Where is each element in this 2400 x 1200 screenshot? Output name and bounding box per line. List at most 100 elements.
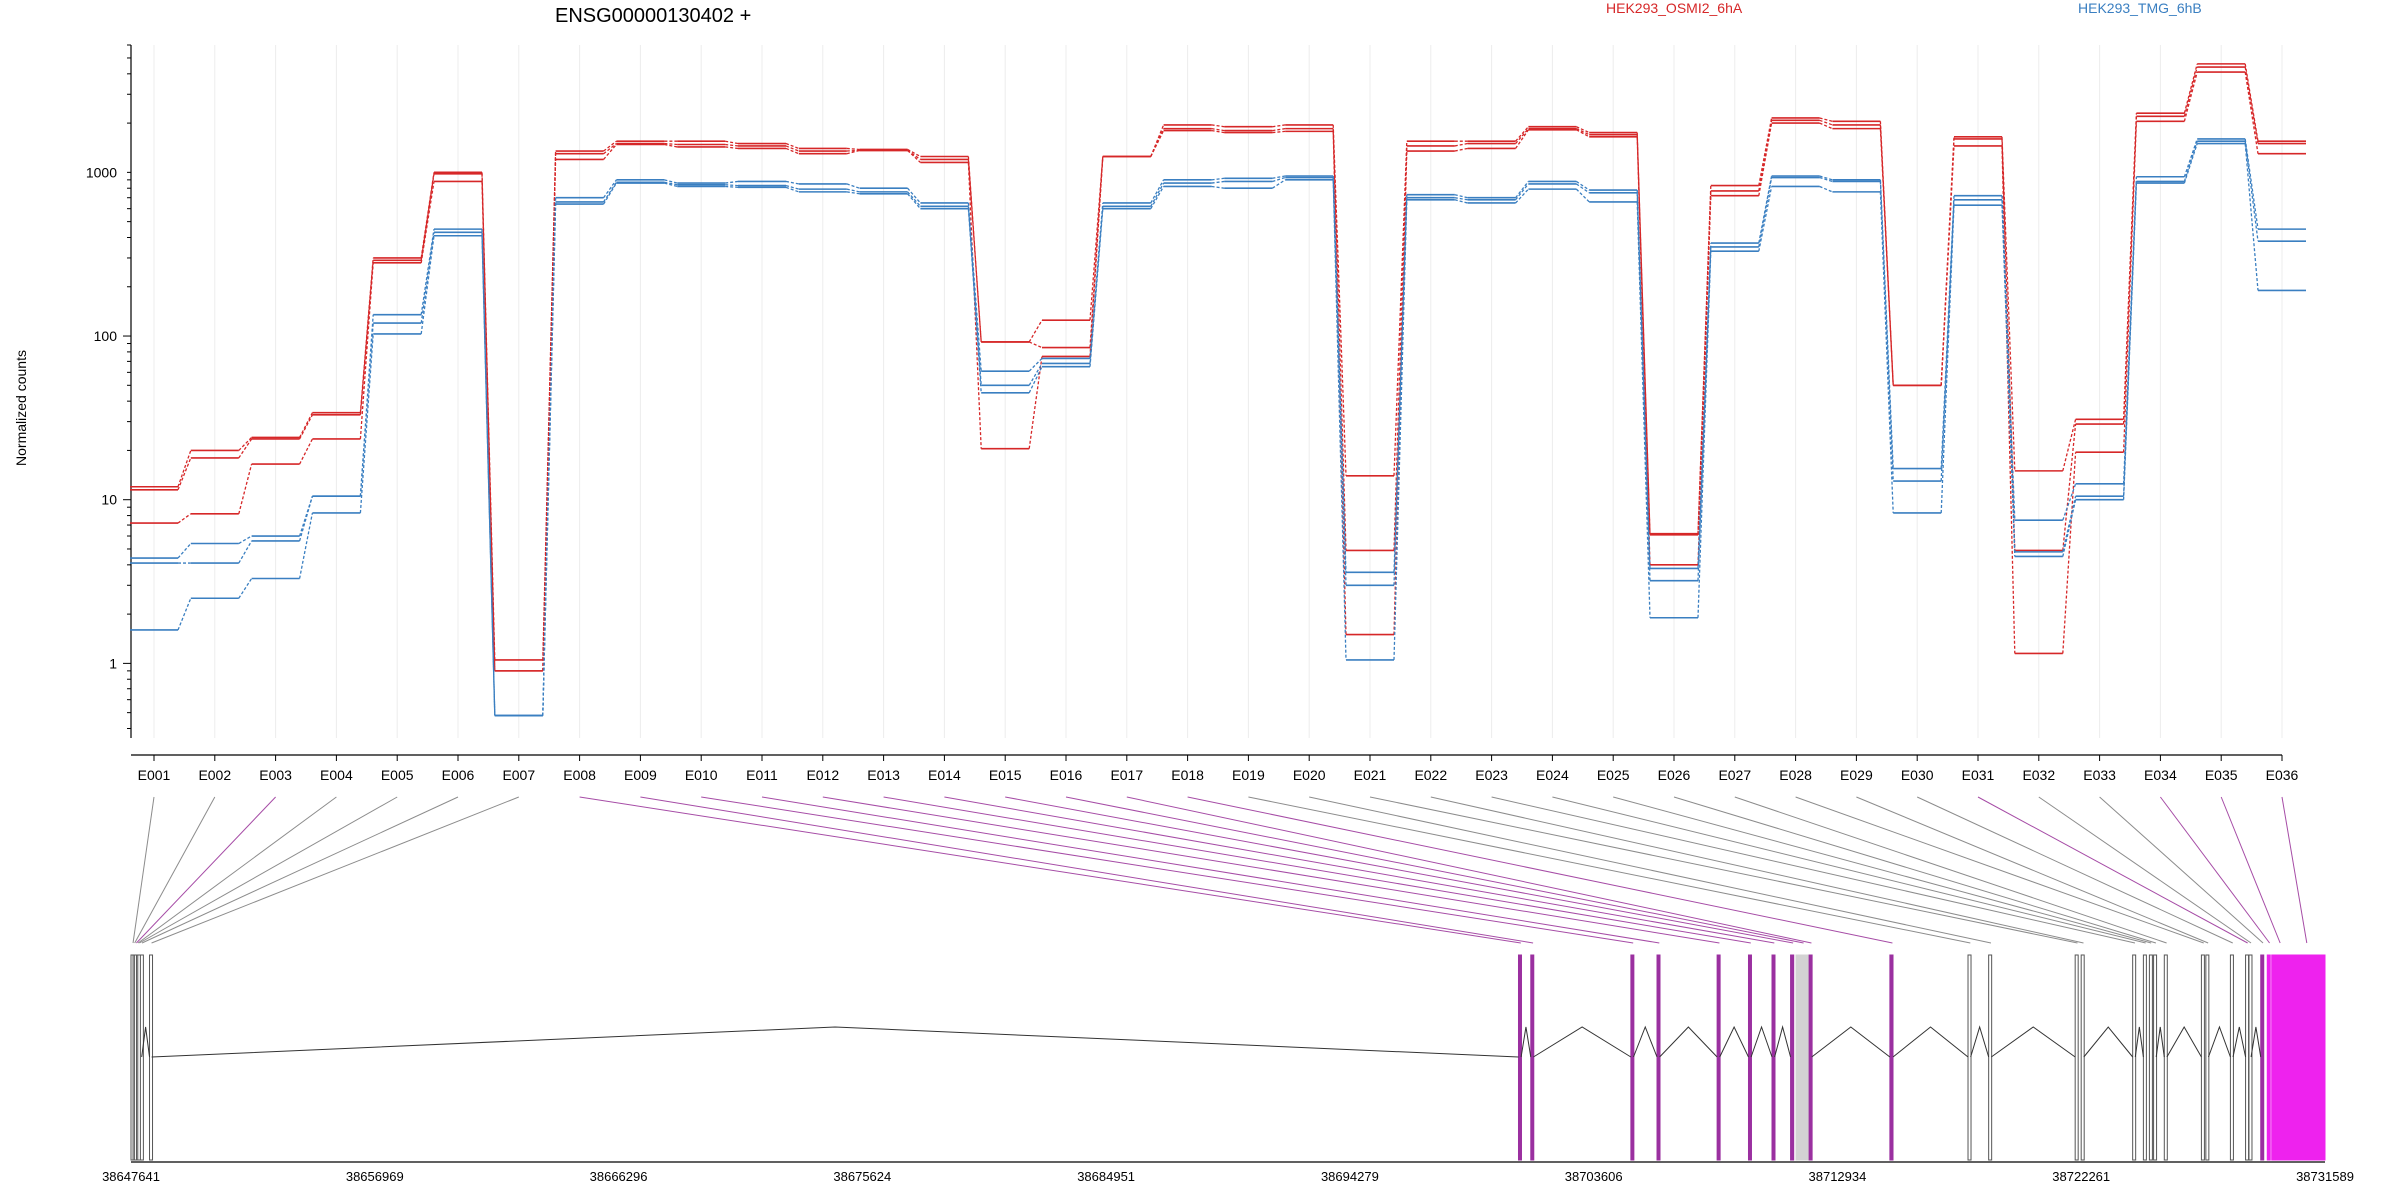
exon-link-line bbox=[1309, 796, 1992, 944]
exon-link-line bbox=[2220, 796, 2281, 944]
exon-connector bbox=[1515, 128, 1529, 144]
exon-connector bbox=[542, 204, 557, 716]
exon-link-line bbox=[1916, 796, 2233, 944]
exon-link-line bbox=[1065, 796, 1804, 944]
x-tick-label: E009 bbox=[624, 767, 657, 783]
exon-connector bbox=[1940, 205, 1955, 513]
exon-connector bbox=[725, 143, 739, 147]
exon-connector bbox=[177, 543, 192, 559]
exon-link-line bbox=[701, 796, 1634, 944]
exon-connector bbox=[1758, 122, 1773, 196]
exon-connector bbox=[846, 188, 860, 193]
exon-connector bbox=[907, 148, 921, 158]
exon-link-line bbox=[761, 796, 1660, 944]
series-6 bbox=[130, 142, 2306, 717]
y-tick-label: 10 bbox=[101, 492, 117, 508]
intron-line bbox=[1990, 1026, 2076, 1058]
intron-line bbox=[1520, 1026, 1532, 1058]
exon-connector bbox=[785, 145, 800, 152]
legend-entry-osmi2: HEK293_OSMI2_6hA bbox=[1606, 0, 1743, 16]
x-tick-label: E004 bbox=[320, 767, 353, 783]
exon-connector bbox=[2244, 141, 2259, 242]
coordinate-label: 38647641 bbox=[102, 1169, 160, 1184]
exon-connector bbox=[603, 179, 617, 199]
exon-box bbox=[139, 954, 144, 1161]
exon-connector bbox=[1819, 117, 1833, 122]
intron-line bbox=[1811, 1026, 1891, 1058]
intron-line bbox=[2134, 1026, 2144, 1058]
exon-link-line bbox=[137, 796, 337, 944]
exon-connector bbox=[907, 191, 921, 207]
exon-link-line bbox=[1005, 796, 1794, 944]
exon-link-line bbox=[1795, 796, 2204, 944]
exon-link-line bbox=[1126, 796, 1812, 944]
x-tick-label: E022 bbox=[1414, 767, 1447, 783]
exon-connector bbox=[603, 143, 617, 155]
exon-connector bbox=[177, 450, 192, 487]
exon-box bbox=[1889, 954, 1894, 1161]
exon-connector bbox=[1515, 129, 1529, 149]
exon-connector bbox=[725, 184, 739, 187]
exon-box bbox=[2229, 954, 2234, 1161]
exon-connector bbox=[2122, 121, 2138, 453]
exon-connector bbox=[1879, 179, 1894, 469]
exon-connector bbox=[1515, 188, 1529, 204]
y-tick-label: 100 bbox=[94, 328, 118, 344]
exon-connector bbox=[907, 150, 921, 163]
exon-connector bbox=[1028, 319, 1043, 343]
chart-title: ENSG00000130402 + bbox=[555, 5, 751, 27]
x-tick-label: E036 bbox=[2266, 767, 2299, 783]
exon-box bbox=[1790, 954, 1795, 1161]
exon-connector bbox=[298, 496, 314, 537]
exon-connector bbox=[1576, 128, 1590, 136]
x-tick-label: E006 bbox=[442, 767, 475, 783]
exon-connector bbox=[1454, 142, 1468, 147]
exon-connector bbox=[603, 140, 617, 152]
intron-line bbox=[141, 1026, 151, 1058]
x-tick-label: E030 bbox=[1901, 767, 1934, 783]
series-3 bbox=[130, 71, 2306, 672]
exon-connector bbox=[1028, 357, 1043, 372]
exon-connector bbox=[238, 438, 253, 459]
exon-connector bbox=[2062, 496, 2077, 553]
exon-connector bbox=[238, 437, 253, 451]
exon-connector bbox=[1028, 341, 1043, 349]
grid-lines bbox=[153, 45, 2283, 738]
exon-link-lines bbox=[132, 796, 2308, 944]
exon-connector bbox=[359, 323, 374, 497]
exon-connector bbox=[785, 184, 799, 190]
x-tick-label: E002 bbox=[198, 767, 231, 783]
intron-line bbox=[1970, 1025, 1990, 1058]
exon-connector bbox=[1758, 186, 1773, 252]
exon-connector bbox=[1758, 120, 1773, 192]
exon-connector bbox=[846, 191, 860, 195]
x-tick-label: E008 bbox=[563, 767, 596, 783]
coordinate-label: 38666296 bbox=[590, 1169, 648, 1184]
y-axis: 1 10 100 1000 bbox=[86, 44, 132, 738]
exon-connector bbox=[664, 143, 678, 148]
x-axis: E001 E002 E003 E004 E005 E006 E007 E008 E009 E010… bbox=[131, 754, 2299, 783]
exon-link-line bbox=[2159, 796, 2270, 944]
x-tick-label: E007 bbox=[502, 767, 535, 783]
exon-connector bbox=[846, 147, 860, 151]
intron-line bbox=[2155, 1026, 2165, 1058]
exon-connector bbox=[1272, 176, 1286, 183]
exon-connector bbox=[1028, 356, 1043, 449]
exon-connector bbox=[785, 180, 799, 185]
exon-link-line bbox=[822, 796, 1720, 944]
exon-connector bbox=[1393, 141, 1408, 476]
x-tick-label: E010 bbox=[685, 767, 718, 783]
exon-connector bbox=[2062, 419, 2077, 472]
exon-connector bbox=[1272, 130, 1286, 134]
intron-line bbox=[1774, 1025, 1792, 1058]
exon-box bbox=[2248, 954, 2253, 1161]
exon-connector bbox=[1393, 199, 1408, 660]
exon-connector bbox=[1576, 129, 1590, 138]
series-1 bbox=[130, 63, 2306, 661]
coordinate-label: 38684951 bbox=[1077, 1169, 1135, 1184]
exon-link-line bbox=[1977, 796, 2248, 944]
exon-connector bbox=[2001, 195, 2016, 521]
exon-connector bbox=[664, 179, 678, 184]
exon-connector bbox=[664, 181, 678, 186]
exon-connector bbox=[299, 414, 313, 440]
